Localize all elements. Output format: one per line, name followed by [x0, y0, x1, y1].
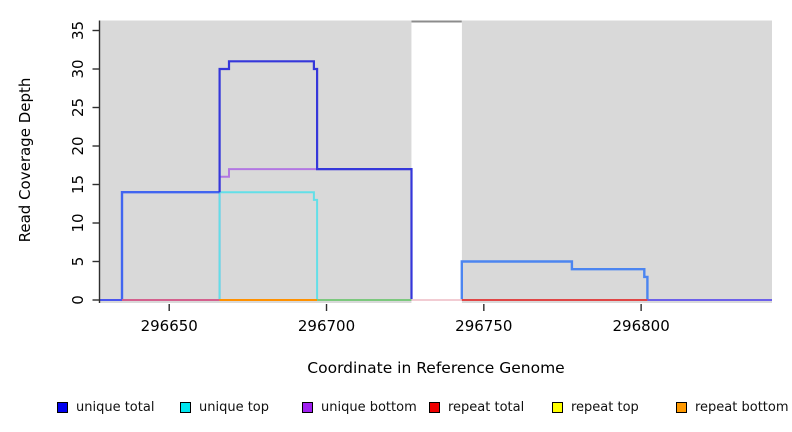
- legend-item-unique-bottom: unique bottom: [302, 399, 417, 415]
- legend-label: repeat total: [448, 399, 525, 415]
- legend-item-repeat-bottom: repeat bottom: [676, 399, 789, 415]
- y-tick-label: 30: [69, 59, 87, 78]
- x-tick-label: 296750: [455, 317, 512, 335]
- legend-label: unique total: [76, 399, 155, 415]
- y-tick-label: 10: [69, 213, 87, 232]
- legend-item-unique-top: unique top: [180, 399, 270, 415]
- legend-item-repeat-top: repeat top: [552, 399, 639, 415]
- series-line-unique-total-peak: [218, 60, 413, 300]
- coverage-gap-band: [411, 20, 462, 303]
- legend-swatch-icon: [676, 401, 687, 413]
- x-tick-label: 296700: [298, 317, 355, 335]
- series-line-unique-top: [218, 191, 319, 300]
- series-line-unique-total-right: [460, 260, 649, 300]
- y-tick-label: 25: [69, 98, 87, 117]
- plot-background-left: [100, 20, 412, 303]
- legend-label: repeat bottom: [695, 399, 789, 415]
- x-tick-label: 296800: [612, 317, 669, 335]
- legend-swatch-icon: [429, 401, 440, 413]
- legend-label: repeat top: [571, 399, 639, 415]
- x-axis-title: Coordinate in Reference Genome: [307, 359, 565, 377]
- plot-background-right: [461, 20, 772, 303]
- legend-item-unique-total: unique total: [57, 399, 155, 415]
- y-tick-label: 5: [69, 257, 87, 267]
- legend-label: unique top: [199, 399, 270, 415]
- legend-swatch-icon: [302, 401, 313, 413]
- legend-label: unique bottom: [321, 399, 417, 415]
- legend-swatch-icon: [180, 401, 191, 413]
- legend-swatch-icon: [57, 401, 68, 413]
- chart-legend: unique total unique top unique bottom repea…: [0, 400, 792, 418]
- legend-item-repeat-total: repeat total: [429, 399, 525, 415]
- y-tick-label: 35: [69, 21, 87, 40]
- y-tick-label: 15: [69, 175, 87, 194]
- series-line-unique-total-left: [120, 190, 220, 300]
- y-tick-label: 20: [69, 136, 87, 155]
- y-axis-title: Read Coverage Depth: [16, 77, 34, 243]
- y-tick-label: 0: [69, 295, 87, 305]
- x-tick-label: 296650: [141, 317, 198, 335]
- legend-swatch-icon: [552, 401, 563, 413]
